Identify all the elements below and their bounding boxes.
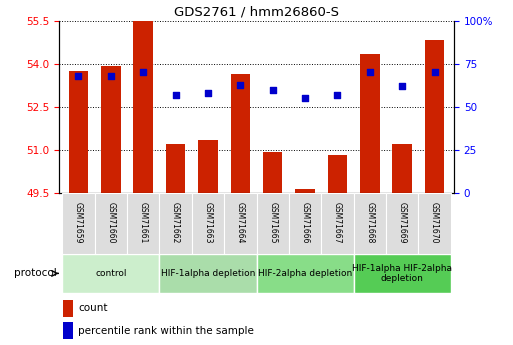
- Point: [430, 70, 439, 75]
- Text: GSM71664: GSM71664: [236, 202, 245, 244]
- Text: GSM71660: GSM71660: [106, 202, 115, 244]
- Text: HIF-1alpha depletion: HIF-1alpha depletion: [161, 269, 255, 278]
- Text: percentile rank within the sample: percentile rank within the sample: [78, 326, 254, 336]
- Text: GSM71668: GSM71668: [365, 202, 374, 244]
- Text: count: count: [78, 303, 107, 313]
- Text: GSM71661: GSM71661: [139, 202, 148, 244]
- Bar: [166, 144, 185, 193]
- Bar: [321, 193, 353, 254]
- Text: HIF-2alpha depletion: HIF-2alpha depletion: [258, 269, 352, 278]
- Bar: [256, 254, 353, 293]
- Bar: [62, 254, 160, 293]
- Point: [204, 90, 212, 96]
- Bar: [69, 71, 88, 193]
- Point: [398, 83, 406, 89]
- Bar: [295, 189, 315, 193]
- Point: [269, 87, 277, 92]
- Text: GSM71666: GSM71666: [301, 202, 309, 244]
- Bar: [63, 300, 73, 317]
- Bar: [127, 193, 160, 254]
- Bar: [63, 322, 73, 339]
- Bar: [62, 193, 94, 254]
- Text: control: control: [95, 269, 127, 278]
- Bar: [94, 193, 127, 254]
- Text: GSM71670: GSM71670: [430, 202, 439, 244]
- Bar: [419, 193, 451, 254]
- Bar: [263, 152, 282, 193]
- Bar: [289, 193, 321, 254]
- Bar: [256, 193, 289, 254]
- Bar: [101, 66, 121, 193]
- Point: [301, 96, 309, 101]
- Bar: [192, 193, 224, 254]
- Point: [107, 73, 115, 79]
- Bar: [353, 254, 451, 293]
- Title: GDS2761 / hmm26860-S: GDS2761 / hmm26860-S: [174, 5, 339, 18]
- Bar: [425, 40, 444, 193]
- Text: protocol: protocol: [14, 268, 56, 278]
- Bar: [133, 21, 153, 193]
- Point: [74, 73, 83, 79]
- Bar: [353, 193, 386, 254]
- Bar: [386, 193, 419, 254]
- Point: [171, 92, 180, 98]
- Bar: [231, 74, 250, 193]
- Text: GSM71669: GSM71669: [398, 202, 407, 244]
- Bar: [392, 144, 412, 193]
- Bar: [160, 254, 256, 293]
- Point: [236, 82, 244, 87]
- Bar: [224, 193, 256, 254]
- Bar: [160, 193, 192, 254]
- Bar: [328, 155, 347, 193]
- Text: GSM71667: GSM71667: [333, 202, 342, 244]
- Bar: [360, 54, 380, 193]
- Text: GSM71663: GSM71663: [204, 202, 212, 244]
- Text: HIF-1alpha HIF-2alpha
depletion: HIF-1alpha HIF-2alpha depletion: [352, 264, 452, 283]
- Text: GSM71662: GSM71662: [171, 202, 180, 244]
- Text: GSM71665: GSM71665: [268, 202, 277, 244]
- Text: GSM71659: GSM71659: [74, 202, 83, 244]
- Point: [333, 92, 342, 98]
- Point: [366, 70, 374, 75]
- Point: [139, 70, 147, 75]
- Bar: [198, 140, 218, 193]
